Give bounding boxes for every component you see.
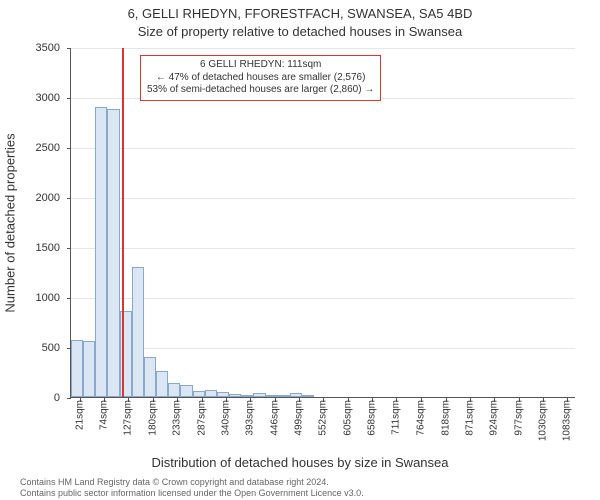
chart-container: 6, GELLI RHEDYN, FFORESTFACH, SWANSEA, S… [0, 0, 600, 500]
histogram-bar [290, 393, 302, 397]
histogram-bar [302, 395, 314, 397]
ytick-mark [67, 198, 71, 199]
ytick-label: 1500 [10, 242, 60, 254]
histogram-bar [193, 391, 205, 397]
callout-line3: 53% of semi-detached houses are larger (… [147, 84, 374, 97]
xtick-label: 340sqm [221, 400, 232, 436]
marker-line [122, 48, 124, 397]
histogram-bar [253, 393, 265, 398]
xtick-label: 552sqm [318, 400, 329, 436]
footer: Contains HM Land Registry data © Crown c… [20, 477, 590, 498]
xtick-label: 871sqm [464, 400, 475, 436]
gridline [71, 148, 575, 149]
histogram-bar [95, 107, 107, 397]
ytick-label: 500 [10, 342, 60, 354]
footer-line1: Contains HM Land Registry data © Crown c… [20, 477, 590, 487]
y-axis-label: Number of detached properties [3, 133, 18, 312]
histogram-bar [107, 109, 119, 397]
ytick-label: 1000 [10, 292, 60, 304]
histogram-bar [217, 392, 229, 397]
ytick-label: 2000 [10, 192, 60, 204]
gridline [71, 298, 575, 299]
ytick-label: 0 [10, 392, 60, 404]
xtick-label: 127sqm [123, 400, 134, 436]
histogram-bar [71, 340, 83, 397]
ytick-mark [67, 98, 71, 99]
xtick-label: 764sqm [415, 400, 426, 436]
xtick-label: 393sqm [245, 400, 256, 436]
histogram-bar [83, 341, 95, 397]
xtick-label: 605sqm [342, 400, 353, 436]
callout-box: 6 GELLI RHEDYN: 111sqm ← 47% of detached… [140, 55, 381, 101]
ytick-label: 2500 [10, 142, 60, 154]
xtick-label: 446sqm [269, 400, 280, 436]
ytick-mark [67, 298, 71, 299]
ytick-mark [67, 248, 71, 249]
xtick-label: 977sqm [513, 400, 524, 436]
gridline [71, 248, 575, 249]
xtick-label: 74sqm [98, 400, 109, 430]
x-axis-label: Distribution of detached houses by size … [0, 455, 600, 470]
xtick-label: 499sqm [294, 400, 305, 436]
gridline [71, 198, 575, 199]
ytick-label: 3500 [10, 42, 60, 54]
footer-line2: Contains public sector information licen… [20, 488, 590, 498]
histogram-bar [132, 267, 144, 397]
xtick-label: 1083sqm [562, 400, 573, 441]
histogram-bar [205, 390, 217, 397]
plot-area [70, 48, 575, 398]
xtick-label: 1030sqm [537, 400, 548, 441]
xtick-label: 924sqm [489, 400, 500, 436]
ytick-mark [67, 148, 71, 149]
xtick-label: 233sqm [171, 400, 182, 436]
histogram-bar [266, 395, 278, 397]
gridline [71, 348, 575, 349]
xtick-label: 658sqm [367, 400, 378, 436]
gridline [71, 48, 575, 49]
ytick-mark [67, 48, 71, 49]
histogram-bar [156, 371, 168, 397]
title-line2: Size of property relative to detached ho… [0, 24, 600, 39]
xtick-label: 711sqm [391, 400, 402, 435]
title-line1: 6, GELLI RHEDYN, FFORESTFACH, SWANSEA, S… [0, 6, 600, 21]
xtick-label: 818sqm [440, 400, 451, 436]
callout-line1: 6 GELLI RHEDYN: 111sqm [147, 59, 374, 72]
ytick-mark [67, 398, 71, 399]
histogram-bar [180, 385, 192, 397]
histogram-bar [278, 395, 290, 397]
xtick-label: 287sqm [196, 400, 207, 436]
ytick-label: 3000 [10, 92, 60, 104]
xtick-label: 180sqm [147, 400, 158, 436]
xtick-label: 21sqm [74, 400, 85, 430]
callout-line2: ← 47% of detached houses are smaller (2,… [147, 72, 374, 85]
histogram-bar [241, 395, 253, 397]
histogram-bar [144, 357, 156, 397]
histogram-bar [168, 383, 180, 397]
histogram-bar [229, 394, 241, 398]
